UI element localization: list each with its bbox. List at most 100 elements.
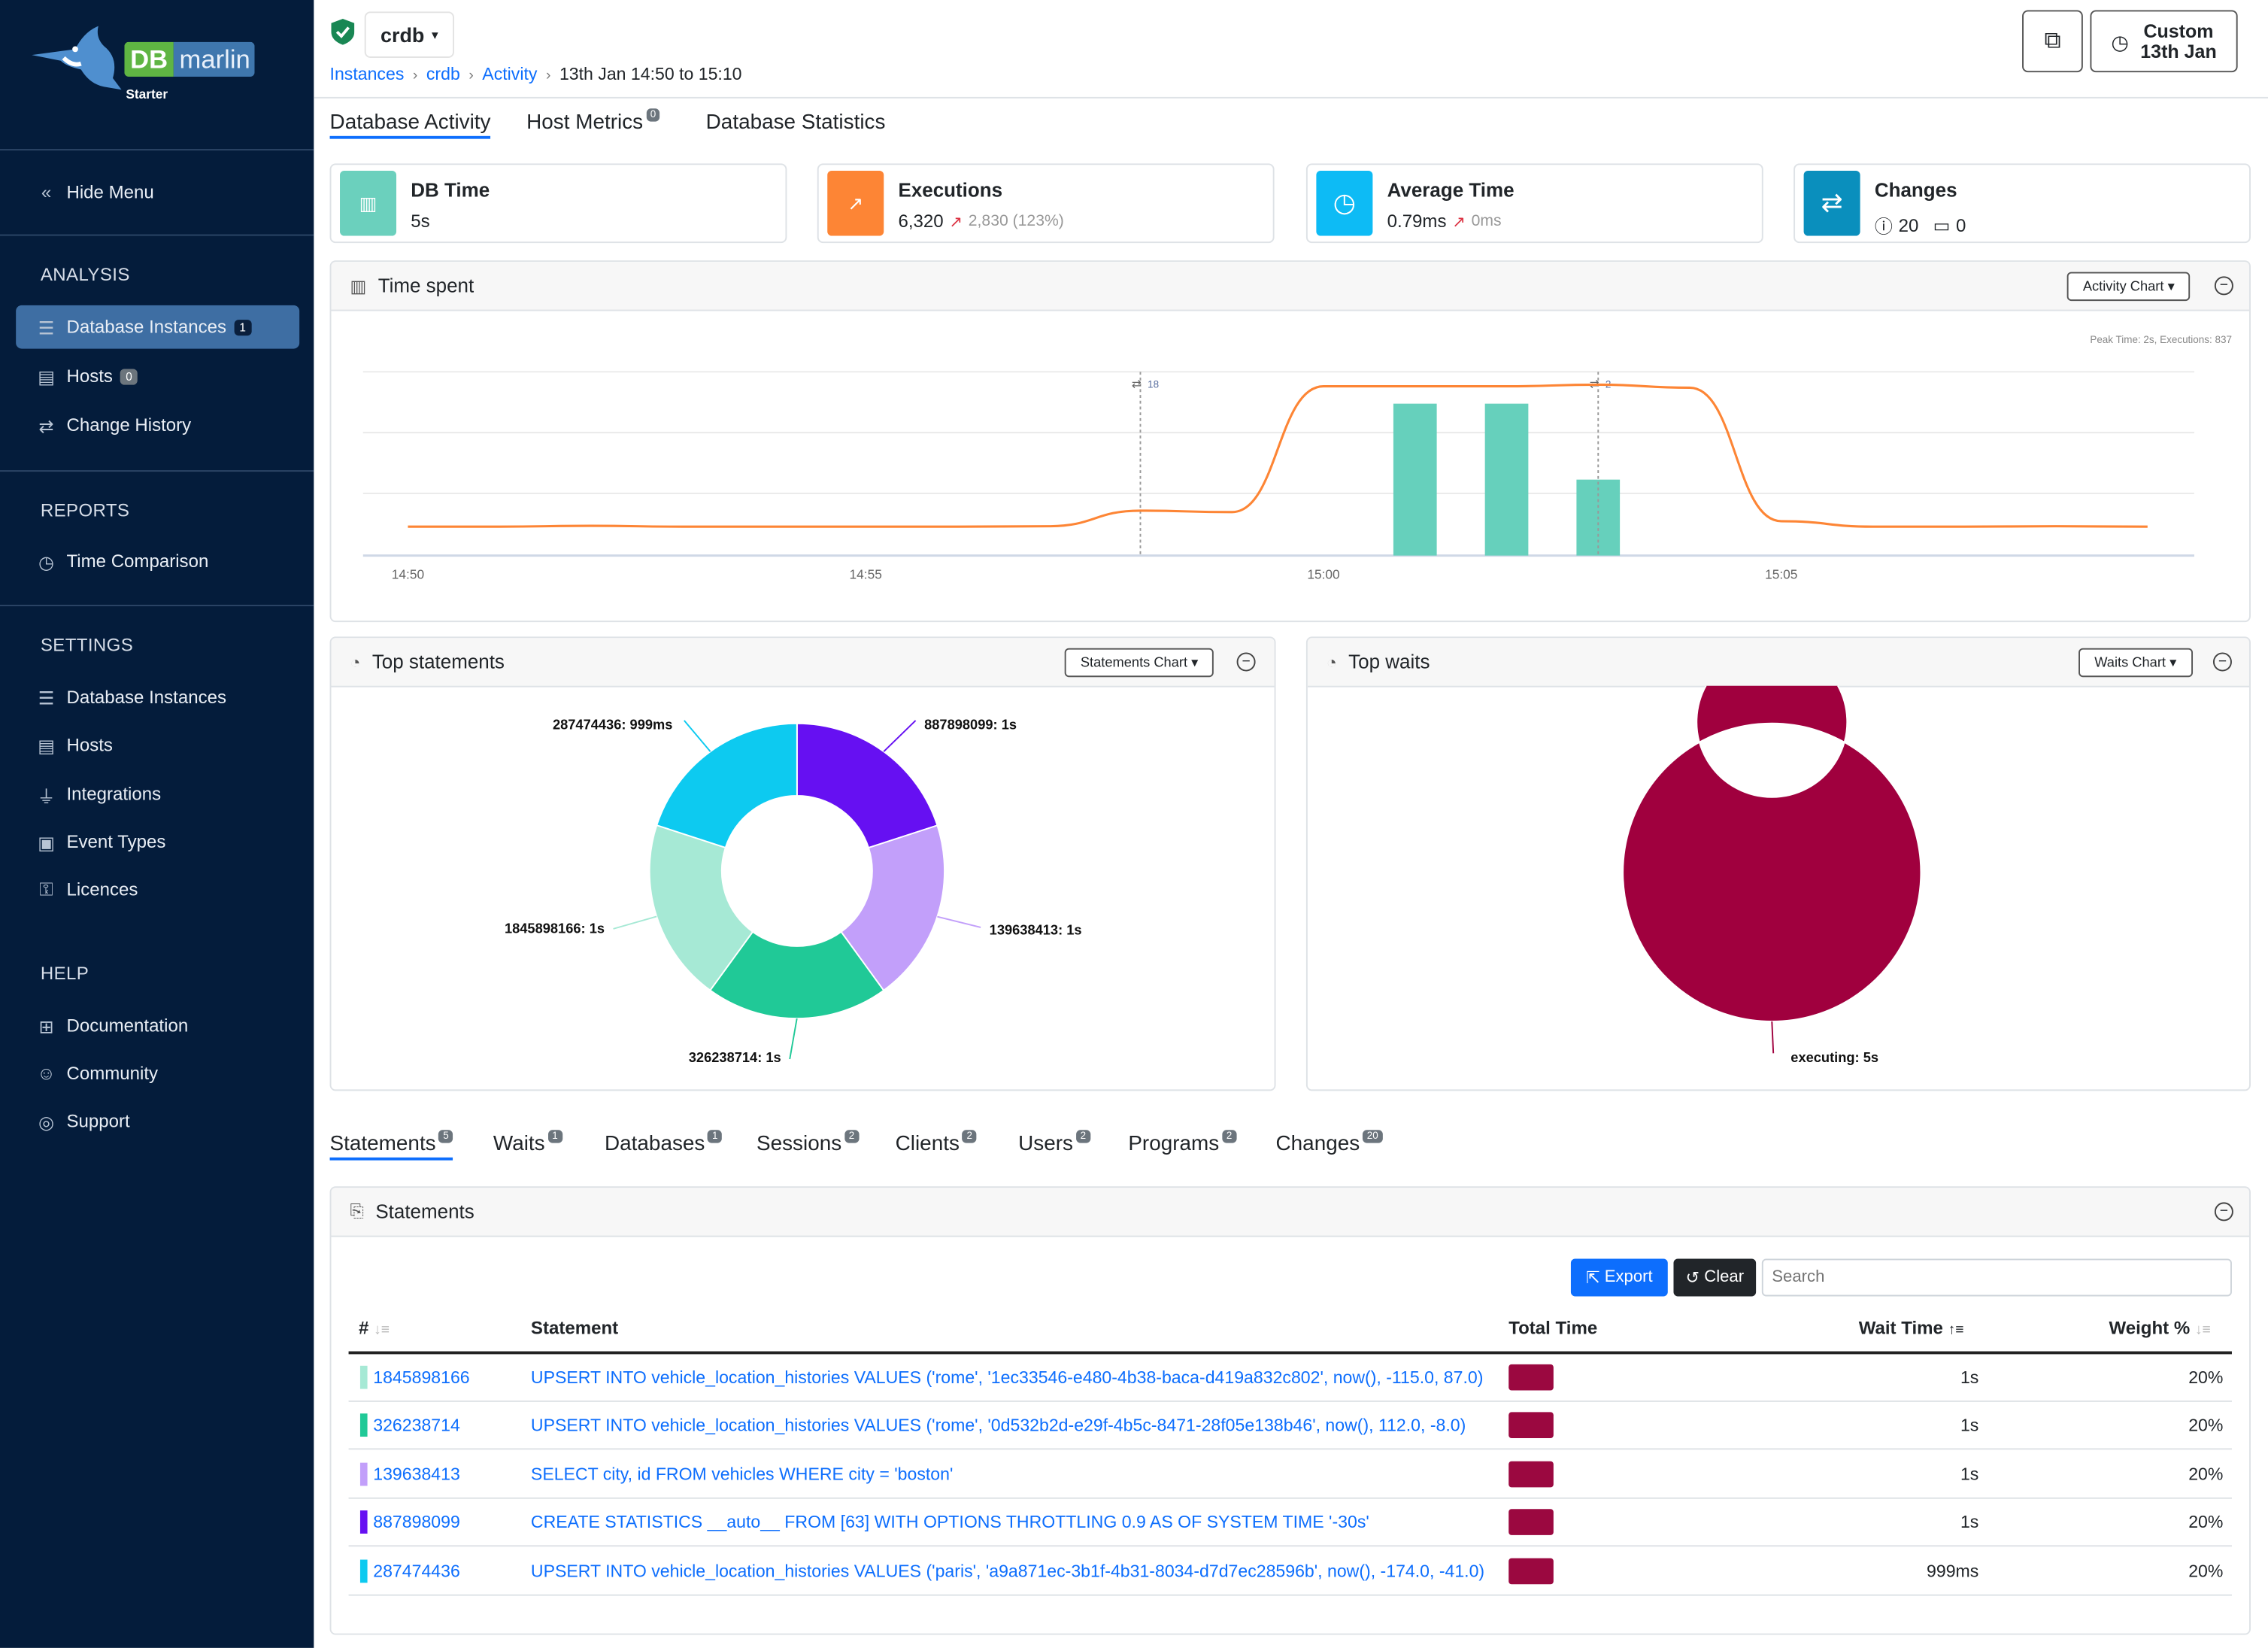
table-row[interactable]: 139638413 SELECT city, id FROM vehicles W… bbox=[348, 1451, 2232, 1499]
tab-database-statistics[interactable]: Database Statistics bbox=[706, 111, 886, 135]
tab-label: Database Activity bbox=[329, 111, 491, 135]
column-header-wait-time[interactable]: Wait Time ↑≡ bbox=[1859, 1318, 1964, 1338]
table-row[interactable]: 1845898166 UPSERT INTO vehicle_location_h… bbox=[348, 1354, 2232, 1402]
clear-button[interactable]: ↺ Clear bbox=[1673, 1258, 1757, 1297]
donut-slice[interactable] bbox=[1622, 685, 1922, 1022]
donut-slice[interactable] bbox=[840, 824, 945, 992]
tab-clients[interactable]: Clients 2 bbox=[896, 1130, 977, 1156]
tab-badge: 1 bbox=[708, 1130, 723, 1143]
column-header-number[interactable]: # ↓≡ bbox=[359, 1318, 390, 1338]
statement-text-link[interactable]: UPSERT INTO vehicle_location_histories V… bbox=[530, 1415, 1466, 1436]
tab-users[interactable]: Users 2 bbox=[1018, 1130, 1090, 1156]
dropdown-label: Statements Chart bbox=[1080, 654, 1188, 671]
activity-chart-dropdown[interactable]: Activity Chart ▾ bbox=[2066, 272, 2191, 302]
tab-badge: 1 bbox=[547, 1130, 562, 1143]
key-icon: ⚿ bbox=[39, 879, 53, 900]
sidebar-item-integrations[interactable]: ⏚ Integrations bbox=[16, 772, 299, 816]
breadcrumb-current: 13th Jan 14:50 to 15:10 bbox=[559, 63, 742, 84]
tab-databases[interactable]: Databases 1 bbox=[605, 1130, 723, 1156]
tab-statements[interactable]: Statements 5 bbox=[329, 1130, 453, 1161]
breadcrumb-activity[interactable]: Activity bbox=[482, 63, 538, 84]
breadcrumb-instances[interactable]: Instances bbox=[329, 63, 405, 84]
executions-line[interactable] bbox=[408, 383, 2148, 528]
sidebar-item-time-comparison[interactable]: ◷ Time Comparison bbox=[16, 539, 299, 583]
statement-text-link[interactable]: CREATE STATISTICS __auto__ FROM [63] WIT… bbox=[530, 1512, 1369, 1533]
slice-label: 139638413: 1s bbox=[990, 922, 1082, 938]
change-marker-label[interactable]: 18 bbox=[1148, 378, 1159, 390]
statement-text-link[interactable]: UPSERT INTO vehicle_location_histories V… bbox=[530, 1367, 1484, 1388]
column-header-total-time[interactable]: Total Time bbox=[1508, 1318, 1598, 1339]
donut-slice[interactable] bbox=[656, 722, 798, 849]
tab-label: Sessions bbox=[756, 1133, 842, 1156]
top-waits-donut[interactable]: executing: 5s bbox=[1306, 685, 2251, 1091]
wait-time-cell: 1s bbox=[1960, 1512, 1979, 1533]
logo: DB marlin bbox=[124, 41, 255, 77]
kpi-calendar-count: 0 bbox=[1956, 214, 1966, 235]
table-row[interactable]: 326238714 UPSERT INTO vehicle_location_hi… bbox=[348, 1403, 2232, 1451]
activity-chart[interactable]: 18⇄ 2⇄14:50 14:55 15:00 15:05 bbox=[330, 310, 2251, 621]
column-header-weight[interactable]: Weight % ↓≡ bbox=[2109, 1318, 2210, 1338]
sidebar-item-database-instances[interactable]: ☰ Database Instances bbox=[16, 675, 299, 719]
instance-dropdown[interactable]: crdb ▾ bbox=[364, 11, 454, 58]
tab-badge: 0 bbox=[645, 108, 661, 122]
table-row[interactable]: 287474436 UPSERT INTO vehicle_location_hi… bbox=[348, 1547, 2232, 1595]
copy-button[interactable]: ⧉ bbox=[2022, 10, 2083, 73]
statement-id-link[interactable]: 287474436 bbox=[373, 1560, 460, 1581]
tab-programs[interactable]: Programs 2 bbox=[1128, 1130, 1237, 1156]
donut-slice[interactable] bbox=[796, 722, 938, 849]
statement-id-link[interactable]: 887898099 bbox=[373, 1512, 460, 1533]
sidebar-section-title: ANALYSIS bbox=[40, 265, 130, 285]
sidebar-item-database-instances[interactable]: ☰ Database Instances 1 bbox=[16, 305, 300, 349]
sidebar-item-label: Event Types bbox=[66, 832, 166, 852]
statement-id-link[interactable]: 326238714 bbox=[373, 1415, 460, 1436]
tab-waits[interactable]: Waits 1 bbox=[493, 1130, 562, 1156]
kpi-value: 0.79ms bbox=[1387, 211, 1447, 232]
donut-slice[interactable] bbox=[709, 930, 885, 1020]
table-row[interactable]: 887898099 CREATE STATISTICS __auto__ FROM… bbox=[348, 1499, 2232, 1547]
waits-chart-dropdown[interactable]: Waits Chart ▾ bbox=[2078, 648, 2193, 678]
sidebar-item-event-types[interactable]: ▣ Event Types bbox=[16, 821, 299, 864]
sidebar-item-community[interactable]: ☺ Community bbox=[16, 1052, 299, 1095]
export-button[interactable]: ⇱ Export bbox=[1570, 1258, 1668, 1297]
db-time-bar[interactable] bbox=[1484, 403, 1529, 556]
statement-text-link[interactable]: UPSERT INTO vehicle_location_histories V… bbox=[530, 1560, 1485, 1581]
sidebar-item-support[interactable]: ◎ Support bbox=[16, 1100, 299, 1143]
hide-menu-button[interactable]: « Hide Menu bbox=[16, 171, 299, 214]
arrows-exchange-icon: ⇄ bbox=[38, 416, 54, 436]
weight-cell: 20% bbox=[2188, 1367, 2224, 1388]
statement-id-link[interactable]: 1845898166 bbox=[373, 1367, 470, 1388]
tab-database-activity[interactable]: Database Activity bbox=[329, 111, 491, 139]
kpi-executions: ↗ Executions 6,320 ↗ 2,830 (123%) bbox=[817, 163, 1275, 244]
sidebar-item-hosts[interactable]: ▤ Hosts 0 bbox=[16, 354, 299, 398]
tab-sessions[interactable]: Sessions 2 bbox=[756, 1130, 860, 1156]
sidebar-item-hosts[interactable]: ▤ Hosts bbox=[16, 724, 299, 767]
tab-host-metrics[interactable]: Host Metrics 0 bbox=[526, 108, 661, 135]
column-header-statement[interactable]: Statement bbox=[530, 1318, 619, 1339]
sidebar-item-change-history[interactable]: ⇄ Change History bbox=[16, 404, 299, 448]
sidebar-item-documentation[interactable]: ⊞ Documentation bbox=[16, 1004, 299, 1048]
statements-chart-dropdown[interactable]: Statements Chart ▾ bbox=[1064, 648, 1214, 678]
tab-changes[interactable]: Changes 20 bbox=[1276, 1130, 1383, 1156]
search-input[interactable] bbox=[1761, 1258, 2232, 1297]
x-tick-label: 14:50 bbox=[392, 566, 424, 581]
sidebar-item-label: Integrations bbox=[66, 784, 162, 805]
logo-marlin-text: marlin bbox=[173, 41, 255, 77]
sidebar-item-licences[interactable]: ⚿ Licences bbox=[16, 868, 299, 912]
label-leader-line bbox=[883, 720, 917, 752]
label-leader-line bbox=[613, 915, 657, 930]
breadcrumb-crdb[interactable]: crdb bbox=[426, 63, 460, 84]
collapse-icon[interactable]: − bbox=[2214, 1202, 2233, 1222]
top-statements-donut[interactable]: 887898099: 1s 139638413: 1s 326238714: 1s 1… bbox=[330, 686, 1276, 1091]
x-tick-label: 15:00 bbox=[1307, 566, 1339, 581]
export-label: Export bbox=[1604, 1268, 1653, 1286]
collapse-icon[interactable]: − bbox=[2212, 652, 2232, 672]
collapse-icon[interactable]: − bbox=[2214, 276, 2233, 296]
time-range-line1: Custom bbox=[2143, 19, 2214, 41]
donut-slice[interactable] bbox=[648, 824, 754, 991]
time-range-button[interactable]: ◷ Custom 13th Jan bbox=[2090, 10, 2238, 73]
collapse-icon[interactable]: − bbox=[1236, 652, 1256, 672]
statement-text-link[interactable]: SELECT city, id FROM vehicles WHERE city… bbox=[530, 1464, 954, 1485]
panel-title: Statements bbox=[375, 1200, 475, 1223]
statement-id-link[interactable]: 139638413 bbox=[373, 1464, 460, 1485]
db-time-bar[interactable] bbox=[1393, 403, 1437, 556]
